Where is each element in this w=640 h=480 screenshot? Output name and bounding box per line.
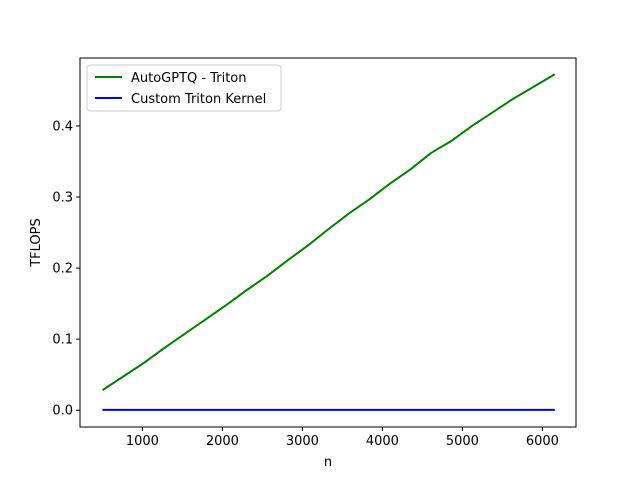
y-tick-label: 0.4: [52, 119, 73, 134]
legend-label-custom-triton-kernel: Custom Triton Kernel: [131, 92, 266, 107]
legend-box: [86, 64, 282, 112]
x-tick-label: 5000: [446, 434, 479, 449]
y-tick-label: 0.2: [52, 262, 73, 277]
x-tick-label: 4000: [366, 434, 399, 449]
plot-area-frame: [79, 57, 577, 428]
x-axis-title: n: [324, 455, 332, 470]
series-line-autogptq-triton: [101, 73, 556, 392]
legend-label-autogptq-triton: AutoGPTQ - Triton: [131, 71, 247, 86]
legend: AutoGPTQ - Triton Custom Triton Kernel: [86, 64, 282, 112]
y-tick-label: 0.1: [52, 333, 73, 348]
y-axis-title: TFLOPS: [29, 218, 44, 268]
x-tick-label: 1000: [126, 434, 159, 449]
y-axis-ticks: 0.0 0.1 0.2 0.3 0.4: [52, 119, 80, 419]
x-tick-label: 6000: [526, 434, 559, 449]
x-tick-label: 3000: [286, 434, 319, 449]
x-axis-ticks: 1000 2000 3000 4000 5000 6000: [126, 427, 559, 449]
series-layer: [101, 73, 556, 411]
x-tick-label: 2000: [206, 434, 239, 449]
y-tick-label: 0.3: [52, 191, 73, 206]
y-tick-label: 0.0: [52, 404, 73, 419]
